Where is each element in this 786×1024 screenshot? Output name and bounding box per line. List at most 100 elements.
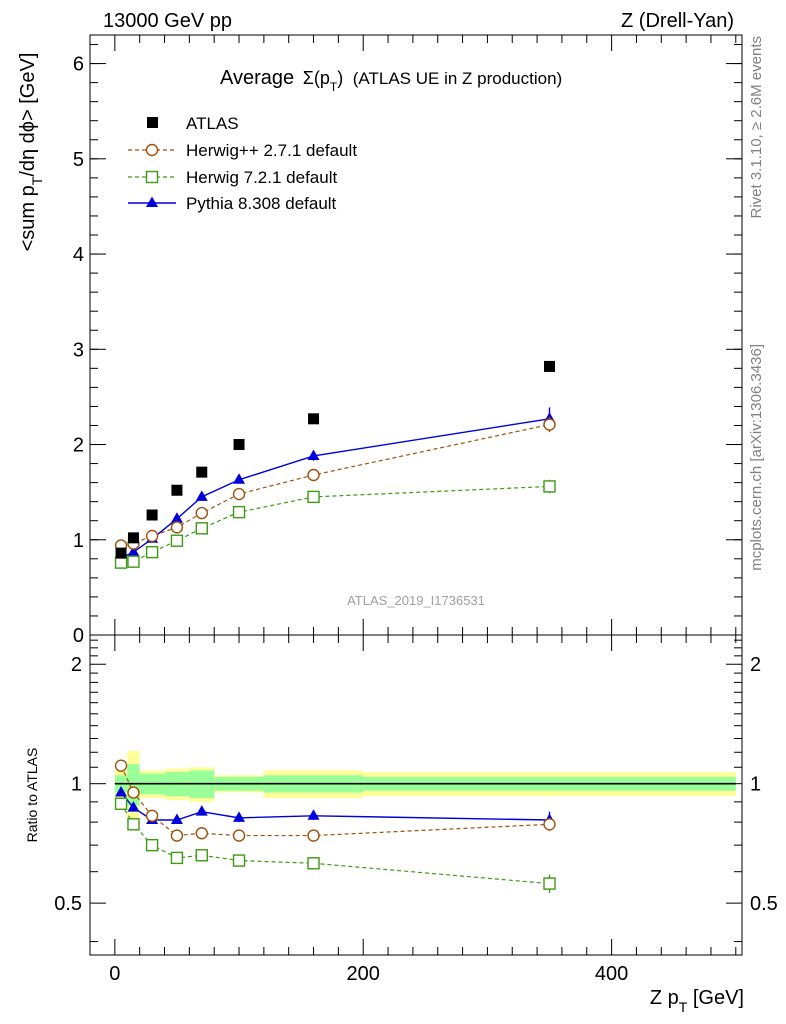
ratio-y-label: Ratio to ATLAS — [24, 748, 40, 843]
ratio-uncertainty-bands — [114, 750, 736, 825]
ratio-pythia-8-308-default-point-0 — [115, 786, 128, 797]
ratio-axes: 0.5 0.5 1 1 2 2 0 200 400 — [54, 635, 778, 985]
main-atlas-point-2 — [146, 509, 158, 521]
ratio-herwig-2-7-1-default-point-0 — [114, 759, 128, 772]
main-pythia-8-308-default-point-4 — [195, 490, 208, 501]
header-right: Z (Drell-Yan) — [621, 10, 734, 32]
main-herwig-7-2-1-default-point-2 — [145, 545, 159, 559]
main-panel: 0 1 2 3 4 5 6 Average Σ(pT) (ATLAS UE in Z pro… — [73, 34, 743, 647]
main-ytick-label-3: 3 — [73, 339, 84, 361]
ratio-herwig-2-7-1-default-point-1 — [127, 786, 140, 799]
main-atlas-point-6 — [308, 413, 320, 425]
main-ytick-label-1: 1 — [73, 530, 84, 552]
x-tick-label-0: 0 — [109, 963, 120, 985]
main-ytick-label-4: 4 — [73, 244, 84, 266]
main-herwig-7-2-1-default-point-0 — [114, 556, 128, 569]
ratio-herwig-7-2-1-default-point-3 — [170, 851, 184, 865]
main-atlas-point-4 — [196, 466, 208, 478]
ratio-pythia-8-308-default-point-5 — [233, 811, 246, 822]
legend-herwigpp-label: Herwig++ 2.7.1 default — [186, 141, 357, 160]
ratio-band-inner-1 — [127, 764, 140, 806]
ratio-ytick-label-left-1: 1 — [71, 774, 82, 796]
ratio-herwig-2-7-1-default-point-7 — [543, 818, 556, 831]
main-atlas-point-3 — [171, 484, 183, 496]
ratio-frame — [89, 634, 743, 956]
main-herwig-7-2-1-default-point-1 — [127, 555, 140, 568]
ratio-pythia-8-308-default-point-3 — [170, 813, 183, 824]
ratio-herwig-7-2-1-default-point-7 — [543, 877, 556, 890]
ratio-pythia-8-308-default-point-4 — [195, 805, 208, 816]
ratio-panel: 0.5 0.5 1 1 2 2 0 200 400 — [54, 634, 778, 985]
main-ytick-label-0: 0 — [73, 625, 84, 647]
main-herwig-2-7-1-default-point-4 — [195, 506, 208, 520]
main-pythia-8-308-default-point-5 — [233, 473, 246, 484]
main-y-label-part2: /dη dϕ> [GeV] — [17, 53, 39, 177]
main-y-label: <sum pT/dη dϕ> [GeV] — [17, 53, 45, 252]
ratio-pythia-8-308-default-point-6 — [307, 809, 320, 820]
ratio-herwig-7-2-1-default-point-5 — [232, 854, 246, 867]
x-axis-label-part2: [GeV] — [687, 987, 744, 1009]
legend-pythia-marker — [146, 196, 158, 207]
main-atlas-point-1 — [127, 532, 139, 544]
x-tick-label-1: 200 — [347, 963, 380, 985]
main-herwig-2-7-1-default-point-6 — [307, 468, 320, 482]
main-atlas-point-0 — [115, 547, 127, 559]
ratio-ytick-label-right-1: 1 — [750, 774, 761, 796]
main-pythia-8-308-default-line — [120, 418, 550, 559]
main-axes: 0 1 2 3 4 5 6 — [73, 35, 742, 647]
legend-herwigpp-marker — [145, 143, 159, 157]
main-herwig-7-2-1-default-point-6 — [307, 490, 320, 504]
x-axis-label-sub: T — [679, 999, 688, 1015]
ratio-herwig-7-2-1-default-point-6 — [307, 857, 320, 870]
main-pythia-8-308-default-point-3 — [170, 512, 183, 523]
ratio-herwig-2-7-1-default-point-6 — [307, 829, 320, 842]
header-left: 13000 GeV pp — [103, 10, 232, 32]
ratio-herwig-2-7-1-default-point-4 — [195, 827, 208, 840]
ratio-data-layer — [114, 759, 556, 894]
ratio-herwig-7-2-1-default-point-4 — [195, 849, 208, 862]
rivet-label: Rivet 3.1.10, ≥ 2.6M events — [748, 36, 765, 219]
legend-herwig7-label: Herwig 7.2.1 default — [186, 168, 337, 187]
main-title-suffix: (ATLAS UE in Z production) — [353, 69, 562, 88]
main-atlas-point-7 — [544, 360, 556, 372]
main-atlas-point-5 — [233, 439, 245, 451]
main-y-label-sub: T — [29, 176, 45, 185]
ratio-herwig-2-7-1-default-point-3 — [170, 829, 184, 842]
main-herwig-2-7-1-default-point-5 — [232, 487, 246, 501]
main-title-prefix: Average — [220, 67, 294, 89]
ratio-ytick-label-right-0: 0.5 — [750, 893, 778, 915]
main-pythia-8-308-default-point-6 — [307, 449, 320, 460]
analysis-watermark: ATLAS_2019_I1736531 — [347, 593, 485, 608]
legend-pythia-label: Pythia 8.308 default — [186, 194, 337, 213]
main-herwig-7-2-1-default-point-4 — [195, 522, 208, 535]
ratio-ytick-label-left-2: 2 — [71, 654, 82, 676]
main-y-label-part1: <sum p — [17, 185, 39, 251]
main-data-layer — [114, 360, 556, 569]
ratio-ytick-label-left-0: 0.5 — [54, 893, 82, 915]
main-herwig-7-2-1-default-point-5 — [232, 505, 246, 519]
ratio-herwig-2-7-1-default-point-2 — [145, 809, 159, 822]
main-herwig-2-7-1-default-point-2 — [145, 529, 159, 543]
main-pythia-8-308-default-point-1 — [127, 545, 140, 557]
main-title-sub: T — [330, 80, 338, 94]
ratio-herwig-2-7-1-default-point-5 — [232, 829, 246, 842]
main-ytick-label-2: 2 — [73, 435, 84, 457]
main-herwig-7-2-1-default-point-3 — [170, 534, 184, 547]
main-ytick-label-5: 5 — [73, 149, 84, 171]
ratio-ytick-label-right-2: 2 — [750, 654, 761, 676]
main-title-sigma: Σ(p — [303, 68, 330, 88]
mcplots-label: mcplots.cern.ch [arXiv:1306.3436] — [748, 344, 765, 571]
ratio-herwig-7-2-1-default-point-1 — [127, 818, 140, 831]
legend-atlas-label: ATLAS — [186, 114, 239, 133]
main-herwig-2-7-1-default-line — [120, 423, 550, 547]
main-herwig-7-2-1-default-line — [121, 485, 550, 564]
ratio-herwig-7-2-1-default-point-0 — [114, 797, 128, 810]
main-ytick-label-6: 6 — [73, 54, 84, 76]
main-herwig-2-7-1-default-point-7 — [543, 418, 556, 431]
x-axis-label-part1: Z p — [650, 987, 679, 1009]
x-axis-label: Z pT [GeV] — [650, 987, 744, 1015]
ratio-herwig-7-2-1-default-point-2 — [145, 838, 159, 852]
legend-atlas-marker — [147, 117, 158, 128]
main-herwig-7-2-1-default-point-7 — [543, 480, 556, 493]
